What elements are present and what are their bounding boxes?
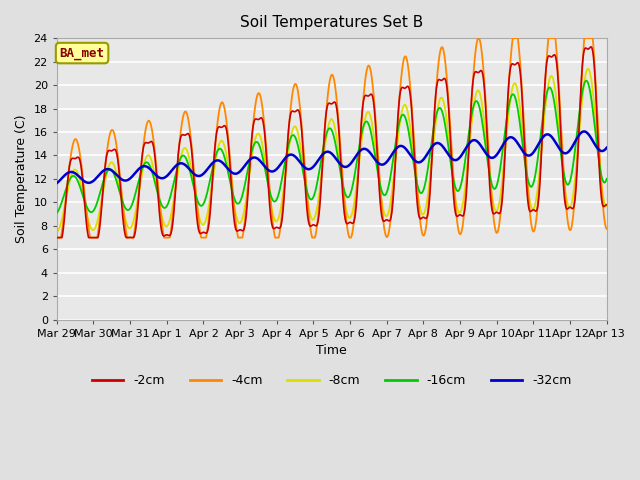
Y-axis label: Soil Temperature (C): Soil Temperature (C) (15, 115, 28, 243)
Legend: -2cm, -4cm, -8cm, -16cm, -32cm: -2cm, -4cm, -8cm, -16cm, -32cm (87, 370, 577, 392)
Text: BA_met: BA_met (60, 47, 104, 60)
X-axis label: Time: Time (316, 344, 347, 357)
Title: Soil Temperatures Set B: Soil Temperatures Set B (240, 15, 423, 30)
